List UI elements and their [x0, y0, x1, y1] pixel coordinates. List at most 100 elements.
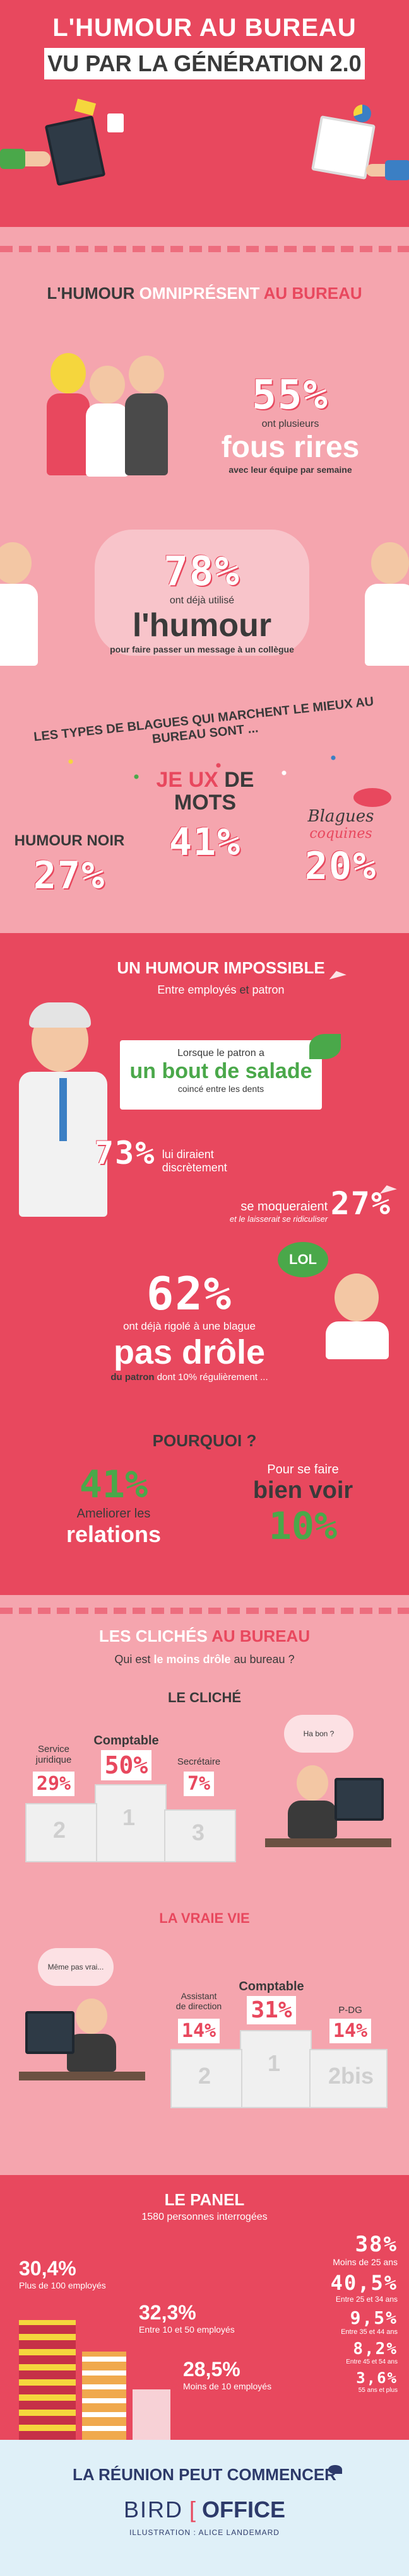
podium-r-2bis-label: 2bis — [328, 2063, 374, 2089]
podium-2-label: 2 — [53, 1817, 66, 1843]
salad-leaf-icon — [309, 1034, 341, 1059]
stat1-pre: ont plusieurs — [261, 419, 319, 429]
stat2-value: 27% — [330, 1185, 391, 1222]
podium-r-2-label: 2 — [198, 2063, 211, 2089]
r-second-value: 14% — [177, 2019, 220, 2043]
r-first-label: Comptable — [239, 1980, 304, 1993]
section3-heading: LES CLICHÉS AU BUREAU — [0, 1627, 409, 1646]
tie-icon — [59, 1078, 67, 1141]
person-head — [129, 356, 164, 393]
desk-icon — [19, 2072, 145, 2080]
sleeve-icon — [0, 149, 25, 169]
joke2-label-c: DE — [224, 768, 254, 792]
section-panel: LE PANEL 1580 personnes interrogées 30,4… — [0, 2175, 409, 2440]
size1-label: Plus de 100 employés — [19, 2280, 106, 2290]
laughing-person — [316, 1261, 404, 1359]
panel-sub: 1580 personnes interrogées — [141, 2212, 268, 2222]
building-large-icon — [19, 2320, 76, 2440]
cloud-shape — [95, 530, 309, 656]
hair-icon — [29, 1002, 91, 1028]
r-third-label: P-DG — [338, 2005, 362, 2016]
age5: 3,6% 55 ans et plus — [297, 2369, 398, 2394]
stat2-value: 78% — [163, 548, 240, 595]
section2-sub-c: patron — [252, 983, 285, 996]
size2-value: 32,3% — [139, 2301, 196, 2324]
birdoffice-logo: BIRD [ OFFICE — [0, 2497, 409, 2523]
header-title-line2-text: VU PAR LA GÉNÉRATION 2.0 — [47, 50, 362, 76]
r-third-value: 14% — [329, 2019, 372, 2043]
why-title: POURQUOI ? — [152, 1431, 257, 1450]
left-desk-illustration — [0, 98, 139, 208]
c-third-value: 7% — [183, 1772, 215, 1796]
reality-title: LA VRAIE VIE — [159, 1910, 250, 1926]
left-peeking-man — [0, 542, 44, 668]
person-body — [326, 1321, 389, 1359]
reason-bien-voir: Pour se faire bien voir 10% — [227, 1463, 379, 1548]
reason2-text-a: Pour se faire — [267, 1463, 339, 1477]
stat2-pre: ont déjà utilisé — [169, 595, 235, 606]
logo-bracket: [ — [189, 2497, 196, 2522]
logo-b: OFFICE — [202, 2497, 286, 2522]
section1-heading-a: L'HUMOUR — [47, 284, 135, 303]
r-second-label-a: Assistant — [181, 1991, 217, 2001]
c-first-value-wrap: 50% — [95, 1750, 158, 1780]
pie-chart-icon — [353, 105, 371, 122]
stat2-post: pour faire passer un message à un collèg… — [110, 644, 294, 654]
size1-value: 30,4% — [19, 2257, 76, 2280]
section3-question-a: Qui est — [114, 1653, 151, 1666]
section2-sub-b: et — [239, 983, 249, 996]
right-peeking-man — [365, 542, 409, 668]
age2: 40,5% Entre 25 et 34 ans — [297, 2271, 398, 2304]
logo-a: BIRD — [123, 2497, 183, 2522]
stat1-text-a: lui diraient — [162, 1147, 214, 1161]
joke1-label: HUMOUR NOIR — [14, 832, 125, 849]
stat1-value: 55% — [252, 372, 329, 419]
joke3-label-a: Blagues — [307, 807, 374, 826]
r-second-value-wrap: 14% — [170, 2019, 227, 2043]
age1: 38% Moins de 25 ans — [297, 2232, 398, 2267]
c-second-label: Service juridique — [19, 1744, 88, 1765]
c-second-label-a: Service — [37, 1744, 70, 1755]
section-cliches: LES CLICHÉS AU BUREAU Qui est le moins d… — [0, 1595, 409, 2175]
section3-heading-b: AU BUREAU — [211, 1627, 311, 1645]
r-second-label: Assistant de direction — [164, 1991, 234, 2011]
person-body — [67, 2034, 116, 2072]
footer-credit: ILLUSTRATION : ALICE LANDEMARD — [129, 2528, 280, 2537]
reason1-text-a: Ameliorer les — [76, 1507, 151, 1521]
joke2-label-a: JE — [156, 768, 183, 792]
size2-label: Entre 10 et 50 employés — [139, 2324, 235, 2335]
c-first-label: Comptable — [93, 1734, 159, 1748]
stat1-post: avec leur équipe par semaine — [228, 465, 352, 475]
c-third-value-wrap: 7% — [170, 1772, 227, 1796]
c-second-label-b: juridique — [35, 1755, 72, 1765]
podium-1-label: 1 — [122, 1804, 136, 1830]
joke3-label-b: coquines — [309, 826, 372, 842]
stat-73: 73% lui diraient discrètement — [95, 1135, 284, 1175]
age4: 8,2% Entre 45 et 54 ans — [297, 2340, 398, 2365]
stat2-text-b: et le laisserait se ridiculiser — [229, 1214, 328, 1224]
stat2-big: l'humour — [132, 607, 272, 644]
age3-label: Entre 35 et 44 ans — [341, 2328, 398, 2336]
reason-relations: 41% Ameliorer les relations — [44, 1463, 183, 1548]
r-second-label-b: de direction — [175, 2001, 222, 2011]
age5-value: 3,6% — [356, 2369, 398, 2387]
monitor-icon — [25, 2011, 74, 2054]
stat-62: 62% ont déjà rigolé à une blague pas drô… — [57, 1267, 322, 1383]
section3-question-b: le moins drôle — [153, 1653, 231, 1666]
person-head — [335, 1273, 379, 1321]
lips-icon — [353, 788, 391, 807]
section-humour-impossible: UN HUMOUR IMPOSSIBLE Entre employés et p… — [0, 933, 409, 1595]
age2-value: 40,5% — [330, 2271, 398, 2295]
sleeve-icon — [385, 160, 409, 180]
stat2-text: se moqueraient et le laisserait se ridic… — [230, 1200, 328, 1224]
c-third-label: Secrétaire — [177, 1756, 221, 1767]
stat3-big: pas drôle — [113, 1333, 266, 1371]
person-body — [86, 403, 129, 477]
r-third-value-wrap: 14% — [322, 2019, 379, 2043]
joke2-value: 41% — [169, 820, 242, 865]
person-head — [76, 1999, 107, 2034]
section1-heading: L'HUMOUR OMNIPRÉSENT AU BUREAU — [0, 284, 409, 303]
age5-label: 55 ans et plus — [358, 2387, 398, 2394]
c-second-value-wrap: 29% — [25, 1772, 82, 1796]
stat3-post-a: du patron — [110, 1372, 155, 1383]
